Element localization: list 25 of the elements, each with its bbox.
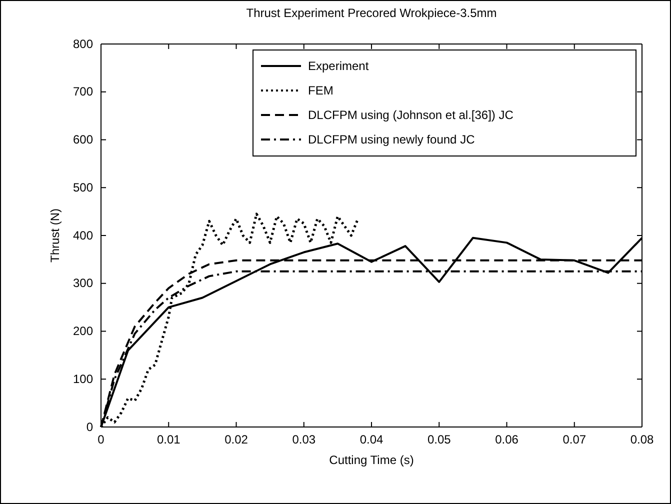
y-tick-label: 800 bbox=[72, 36, 94, 51]
legend-label: DLCFPM using (Johnson et al.[36]) JC bbox=[308, 108, 514, 122]
x-tick-label: 0.01 bbox=[156, 432, 181, 447]
y-tick-label: 0 bbox=[86, 420, 94, 434]
x-tick-label: 0.03 bbox=[292, 432, 316, 447]
legend-label: FEM bbox=[308, 84, 334, 98]
legend-label: DLCFPM using newly found JC bbox=[308, 132, 476, 146]
y-tick-label: 400 bbox=[72, 228, 94, 242]
x-axis-title: Cutting Time (s) bbox=[329, 453, 414, 467]
x-tick-label: 0.07 bbox=[562, 432, 586, 447]
x-tick-label: 0.02 bbox=[224, 432, 248, 447]
legend-label: Experiment bbox=[308, 59, 370, 73]
x-tick-label: 0.05 bbox=[427, 432, 452, 447]
y-tick-label: 200 bbox=[72, 324, 94, 338]
x-tick-label: 0 bbox=[98, 432, 105, 447]
y-axis-title: Thrust (N) bbox=[48, 208, 62, 262]
chart-title: Thrust Experiment Precored Wrokpiece-3.5mm bbox=[246, 6, 497, 20]
x-tick-label: 0.08 bbox=[630, 432, 654, 447]
y-tick-label: 300 bbox=[72, 276, 94, 290]
y-tick-label: 600 bbox=[72, 132, 94, 147]
y-tick-label: 700 bbox=[72, 84, 94, 99]
x-tick-label: 0.04 bbox=[360, 432, 384, 447]
y-tick-label: 500 bbox=[72, 180, 94, 194]
x-tick-label: 0.06 bbox=[495, 432, 519, 447]
y-tick-label: 100 bbox=[72, 372, 94, 386]
